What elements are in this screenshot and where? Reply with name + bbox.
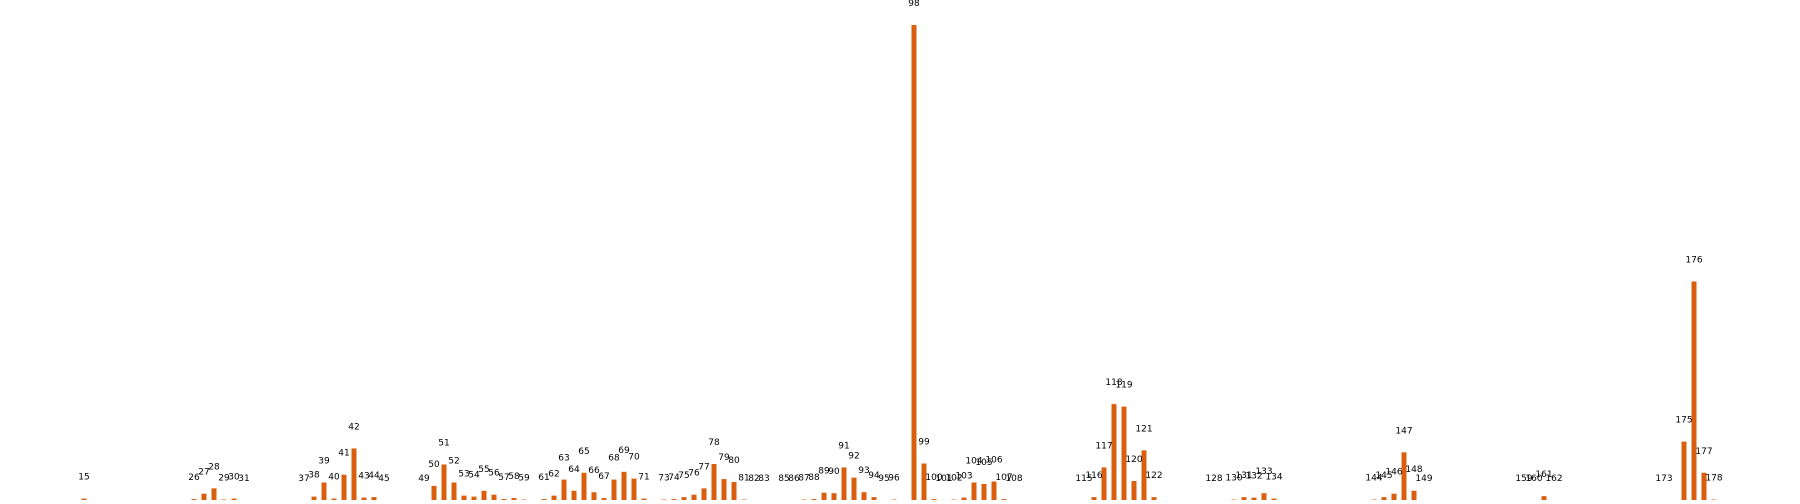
bar-62 (552, 496, 557, 500)
bar-label-117: 117 (1095, 441, 1112, 451)
bar-66 (592, 492, 597, 500)
bar-label-119: 119 (1115, 381, 1132, 391)
bar-120 (1132, 481, 1137, 500)
bar-label-128: 128 (1205, 474, 1222, 484)
bar-69 (622, 472, 627, 500)
bar-label-177: 177 (1695, 447, 1712, 457)
bar-label-78: 78 (708, 438, 720, 448)
bar-39 (322, 483, 327, 501)
bar-label-146: 146 (1385, 468, 1402, 478)
bar-78 (712, 464, 717, 500)
bar-label-64: 64 (568, 465, 580, 475)
bar-label-106: 106 (985, 456, 1002, 466)
bar-70 (632, 479, 637, 500)
bar-91 (842, 467, 847, 500)
bar-label-149: 149 (1415, 474, 1432, 484)
bar-68 (612, 480, 617, 500)
bar-119 (1122, 407, 1127, 500)
bar-label-173: 173 (1655, 474, 1672, 484)
bar-label-90: 90 (828, 467, 840, 477)
bar-label-51: 51 (438, 438, 449, 448)
bar-55 (482, 491, 487, 500)
bar-label-83: 83 (758, 474, 769, 484)
bar-118 (1112, 404, 1117, 500)
bar-53 (462, 496, 467, 500)
bar-76 (692, 495, 697, 500)
bar-98 (912, 25, 917, 500)
bar-89 (822, 493, 827, 500)
bar-label-175: 175 (1675, 416, 1692, 426)
bar-63 (562, 480, 567, 500)
bar-41 (342, 475, 347, 500)
bar-label-31: 31 (238, 474, 249, 484)
bar-label-147: 147 (1395, 426, 1412, 436)
bar-label-59: 59 (518, 474, 530, 484)
bar-label-63: 63 (558, 454, 569, 464)
bar-92 (852, 478, 857, 500)
bar-label-65: 65 (578, 447, 589, 457)
bar-label-45: 45 (378, 474, 389, 484)
bar-27 (202, 494, 207, 500)
bar-104 (972, 483, 977, 501)
bar-label-134: 134 (1265, 473, 1282, 483)
bar-label-120: 120 (1125, 455, 1142, 465)
bar-label-70: 70 (628, 453, 640, 463)
bar-90 (832, 493, 837, 500)
bar-64 (572, 491, 577, 500)
bar-161 (1542, 496, 1547, 500)
bar-label-98: 98 (908, 0, 920, 9)
bar-175 (1682, 442, 1687, 500)
bar-51 (442, 464, 447, 500)
bar-28 (212, 488, 217, 500)
bar-54 (472, 497, 477, 500)
bar-52 (452, 483, 457, 501)
bar-label-67: 67 (598, 472, 609, 482)
bar-56 (492, 495, 497, 500)
bar-106 (992, 482, 997, 500)
bar-label-178: 178 (1705, 474, 1722, 484)
bar-label-80: 80 (728, 456, 740, 466)
bar-176 (1692, 281, 1697, 500)
bar-label-91: 91 (838, 441, 849, 451)
bar-label-40: 40 (328, 473, 340, 483)
bar-93 (862, 492, 867, 500)
bar-label-52: 52 (448, 457, 459, 467)
bar-label-50: 50 (428, 460, 440, 470)
bar-label-71: 71 (638, 473, 649, 483)
bar-label-92: 92 (848, 452, 859, 462)
bar-label-38: 38 (308, 471, 320, 481)
bar-146 (1392, 494, 1397, 500)
bar-80 (732, 482, 737, 500)
bar-label-49: 49 (418, 474, 430, 484)
bars-layer (82, 25, 1717, 500)
bar-label-116: 116 (1085, 471, 1102, 481)
bar-79 (722, 479, 727, 500)
bar-65 (582, 473, 587, 500)
bar-label-15: 15 (78, 473, 89, 483)
bar-label-28: 28 (208, 462, 220, 472)
bar-label-96: 96 (888, 474, 900, 484)
bar-label-162: 162 (1545, 474, 1562, 484)
bar-label-99: 99 (918, 438, 930, 448)
bar-label-41: 41 (338, 449, 349, 459)
bar-label-42: 42 (348, 422, 359, 432)
bar-label-176: 176 (1685, 255, 1702, 265)
bar-148 (1412, 491, 1417, 500)
bar-133 (1262, 493, 1267, 500)
bar-50 (432, 486, 437, 500)
bar-label-122: 122 (1145, 471, 1162, 481)
bar-label-62: 62 (548, 470, 559, 480)
bar-label-39: 39 (318, 457, 330, 467)
bar-label-121: 121 (1135, 424, 1152, 434)
bar-label-103: 103 (955, 472, 972, 482)
bar-38 (312, 497, 317, 500)
bar-label-77: 77 (698, 462, 709, 472)
bar-42 (352, 448, 357, 500)
bar-77 (702, 488, 707, 500)
bar-105 (982, 484, 987, 500)
bar-label-108: 108 (1005, 474, 1022, 484)
